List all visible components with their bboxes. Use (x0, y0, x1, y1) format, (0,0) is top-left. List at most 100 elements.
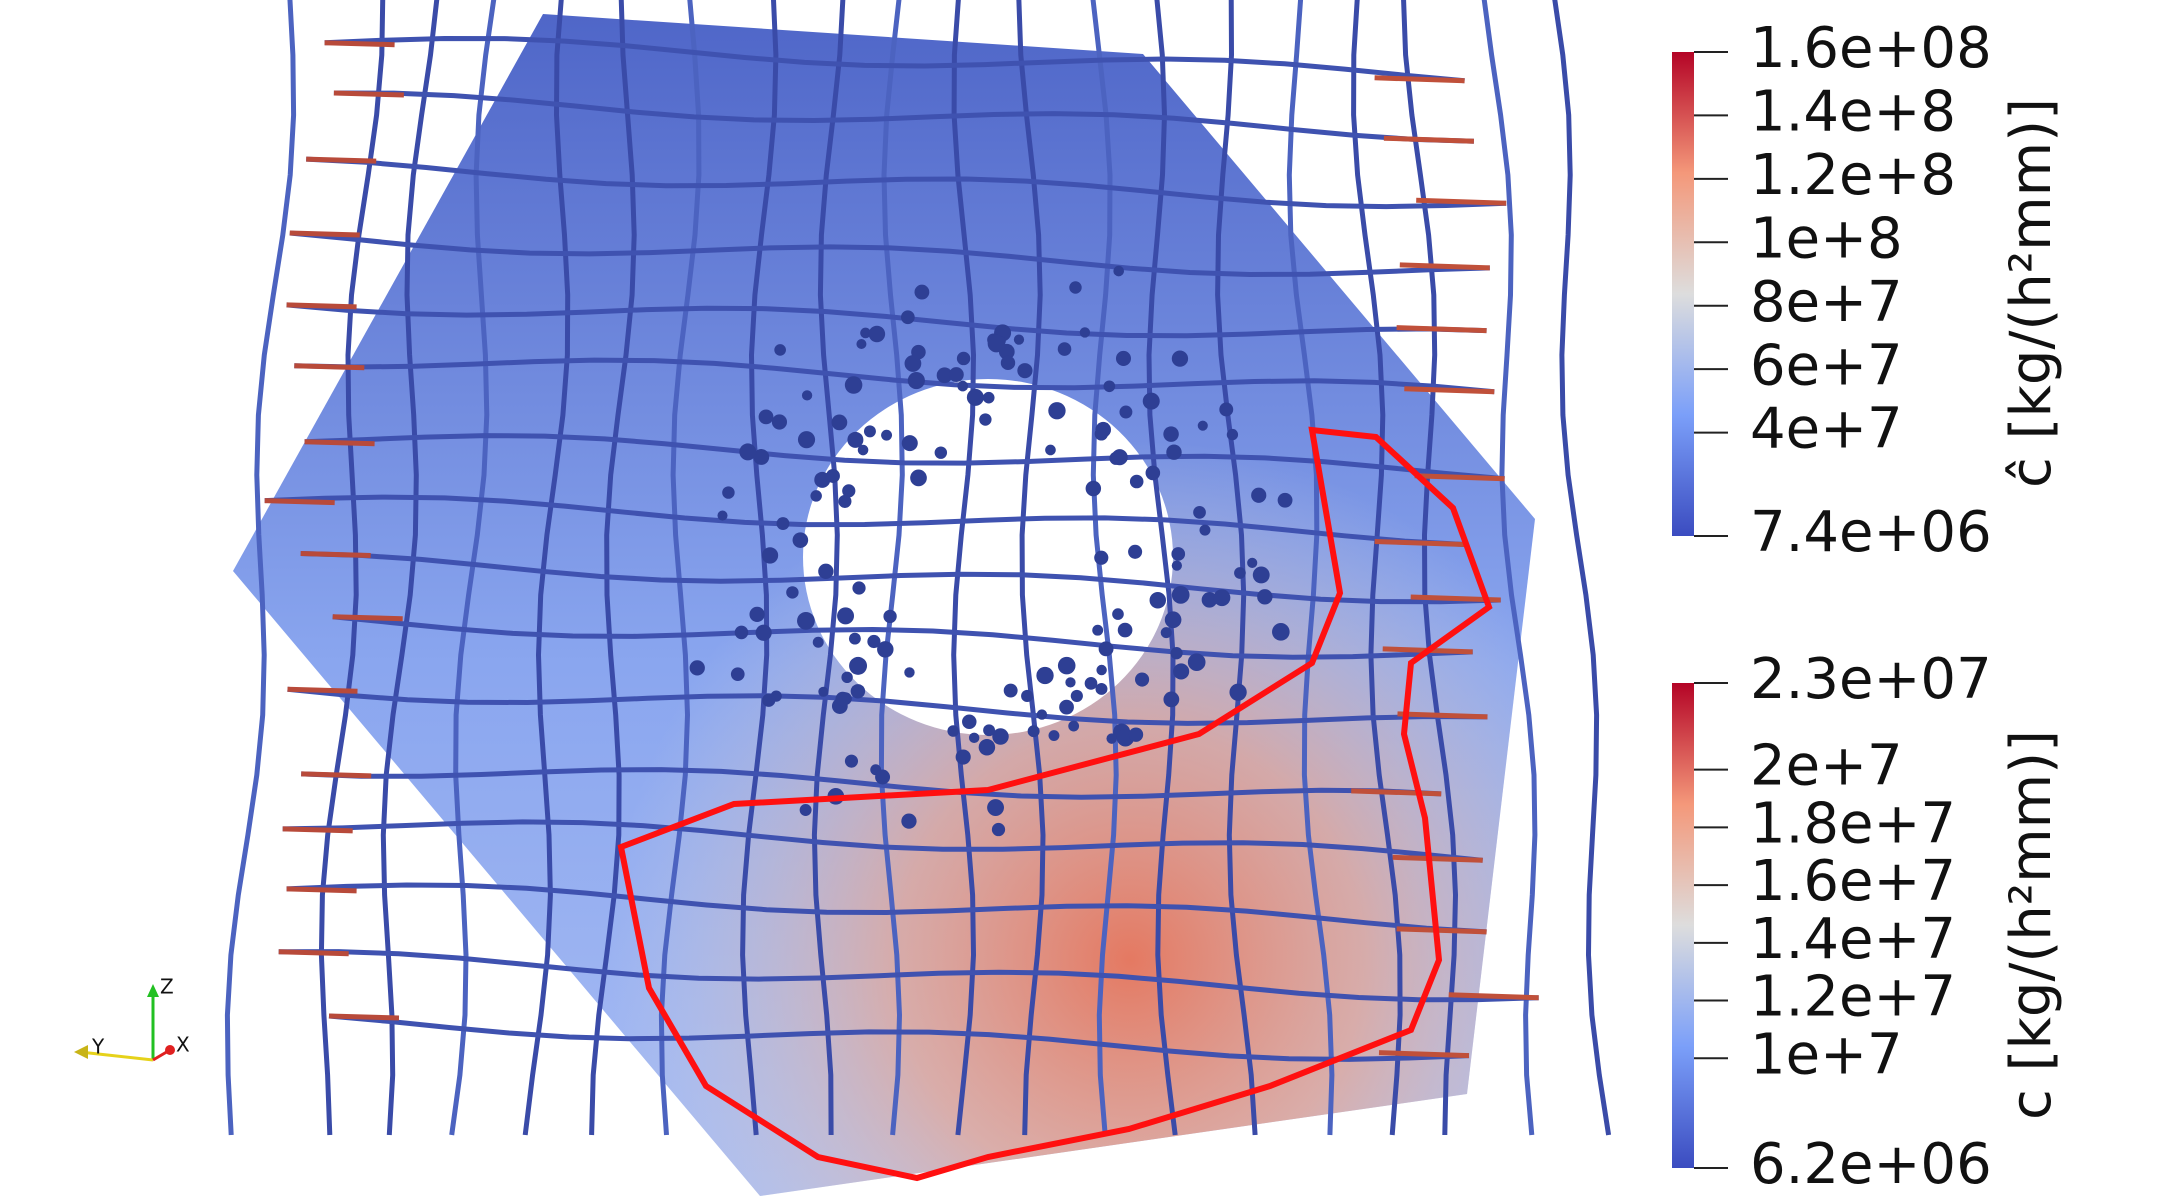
vessel-cluster (857, 444, 869, 456)
vessel-end (289, 230, 360, 238)
vessel-cluster (717, 510, 728, 521)
vessel-end (1397, 711, 1488, 720)
vessel-cluster (962, 714, 977, 729)
vessel-cluster (1277, 492, 1293, 508)
vessel-cluster (979, 413, 992, 426)
vessel (300, 551, 1501, 605)
vessel-end (1448, 992, 1539, 1001)
vessel (328, 1013, 1470, 1062)
vessel-cluster (1199, 524, 1211, 536)
axis-x-head (165, 1045, 175, 1055)
vessel-cluster (1149, 592, 1167, 609)
vessel-cluster (993, 730, 1005, 742)
colorbar-tick-label: 1.2e+7 (1750, 965, 1956, 1030)
vessel-cluster (1173, 663, 1190, 680)
vessel-cluster (761, 547, 779, 564)
vessel-end (294, 363, 365, 371)
vessel-cluster (1117, 622, 1133, 638)
vessel-cluster (1234, 567, 1246, 579)
vessel-cluster (907, 372, 925, 390)
colorbar-tick-label: 1.4e+7 (1750, 907, 1956, 972)
contour-line (617, 426, 1493, 1182)
vessel-cluster (860, 327, 871, 339)
vessel-cluster (904, 667, 915, 678)
vessel-cluster (1057, 656, 1076, 675)
vessel-cluster (867, 634, 881, 649)
vessel-cluster (1171, 560, 1182, 571)
vessel-cluster (1119, 405, 1133, 419)
vessel-cluster (799, 804, 812, 816)
vessel (1552, 0, 1612, 1136)
vessel-cluster (911, 344, 926, 360)
vessel-cluster (968, 732, 980, 744)
vessel-cluster (1069, 281, 1082, 294)
vessel-end (1383, 135, 1474, 144)
vessel-network (224, 0, 1612, 1136)
vessel (1090, 0, 1119, 1136)
vessel-cluster (901, 435, 918, 452)
vessel-cluster (1163, 691, 1180, 708)
vessel-cluster (1070, 689, 1083, 703)
vessel-cluster (792, 532, 809, 548)
vessel-cluster (1193, 505, 1206, 519)
colorbar-tick-label: 8e+7 (1750, 270, 1903, 335)
vessel-end (1374, 539, 1465, 547)
vessel-cluster (812, 636, 824, 648)
vessel-cluster (797, 431, 816, 449)
vessel-end (1374, 75, 1465, 84)
vessel (1215, 0, 1258, 1136)
vessel-end (306, 156, 377, 164)
vessel-cluster (1003, 683, 1018, 698)
vessel-cluster (786, 586, 799, 599)
vessel (951, 0, 976, 1136)
vessel (278, 949, 1539, 1003)
vessel-cluster (904, 355, 922, 372)
vessel-cluster (1021, 689, 1034, 703)
vessel-cluster (1013, 334, 1025, 345)
vessel (324, 36, 1465, 84)
colorbar-tick-label: 7.4e+06 (1750, 500, 1992, 565)
vessel (301, 767, 1442, 800)
vessel (1401, 0, 1458, 1136)
vessel-end (1414, 473, 1505, 482)
vessel-cluster (1085, 480, 1102, 497)
vessel-cluster (1065, 677, 1076, 688)
vessel-end (287, 686, 358, 694)
colorbar-title: ĉ [kg/(h²mm)] (1999, 98, 2064, 488)
vessel-cluster (957, 380, 969, 392)
vessel-end (1392, 854, 1483, 863)
orientation-axes: Z Y X (74, 975, 190, 1062)
vessel-cluster (842, 484, 856, 498)
vessel (304, 433, 1505, 482)
vessel-cluster (1095, 682, 1108, 695)
vessel (294, 357, 1495, 395)
vessel-cluster (837, 607, 855, 625)
vessel (1351, 0, 1403, 1136)
vessel (380, 0, 440, 1136)
vessel-end (332, 614, 403, 622)
colorbar-tick-label: 4e+7 (1750, 397, 1903, 462)
axis-x-label: X (176, 1033, 190, 1057)
vessel-end (301, 771, 372, 779)
vessel-cluster (818, 686, 829, 697)
vessel-cluster (948, 367, 964, 383)
colorbar-tick-label: 1.6e+08 (1750, 16, 1992, 81)
colorbar-tick-label: 1.6e+7 (1750, 849, 1956, 914)
colorbar-title: c [kg/(h²mm)] (1999, 730, 2064, 1120)
vessel-cluster (991, 822, 1006, 837)
vessel (1016, 0, 1046, 1136)
vessel-cluster (1197, 420, 1208, 431)
vessel-cluster (1103, 380, 1116, 393)
vessel (264, 494, 1465, 547)
vessel-cluster (847, 431, 864, 448)
colorbars: 1.6e+081.4e+81.2e+81e+88e+76e+74e+7 7.4e+… (1672, 16, 2064, 1197)
vessel-cluster (978, 738, 996, 756)
vessel-cluster (1098, 641, 1114, 657)
vessel-cluster (877, 641, 894, 658)
vessel-cluster (1106, 733, 1117, 744)
vessel-cluster (1115, 350, 1131, 366)
vessel-cluster (1163, 426, 1179, 442)
vessel (332, 614, 1473, 660)
